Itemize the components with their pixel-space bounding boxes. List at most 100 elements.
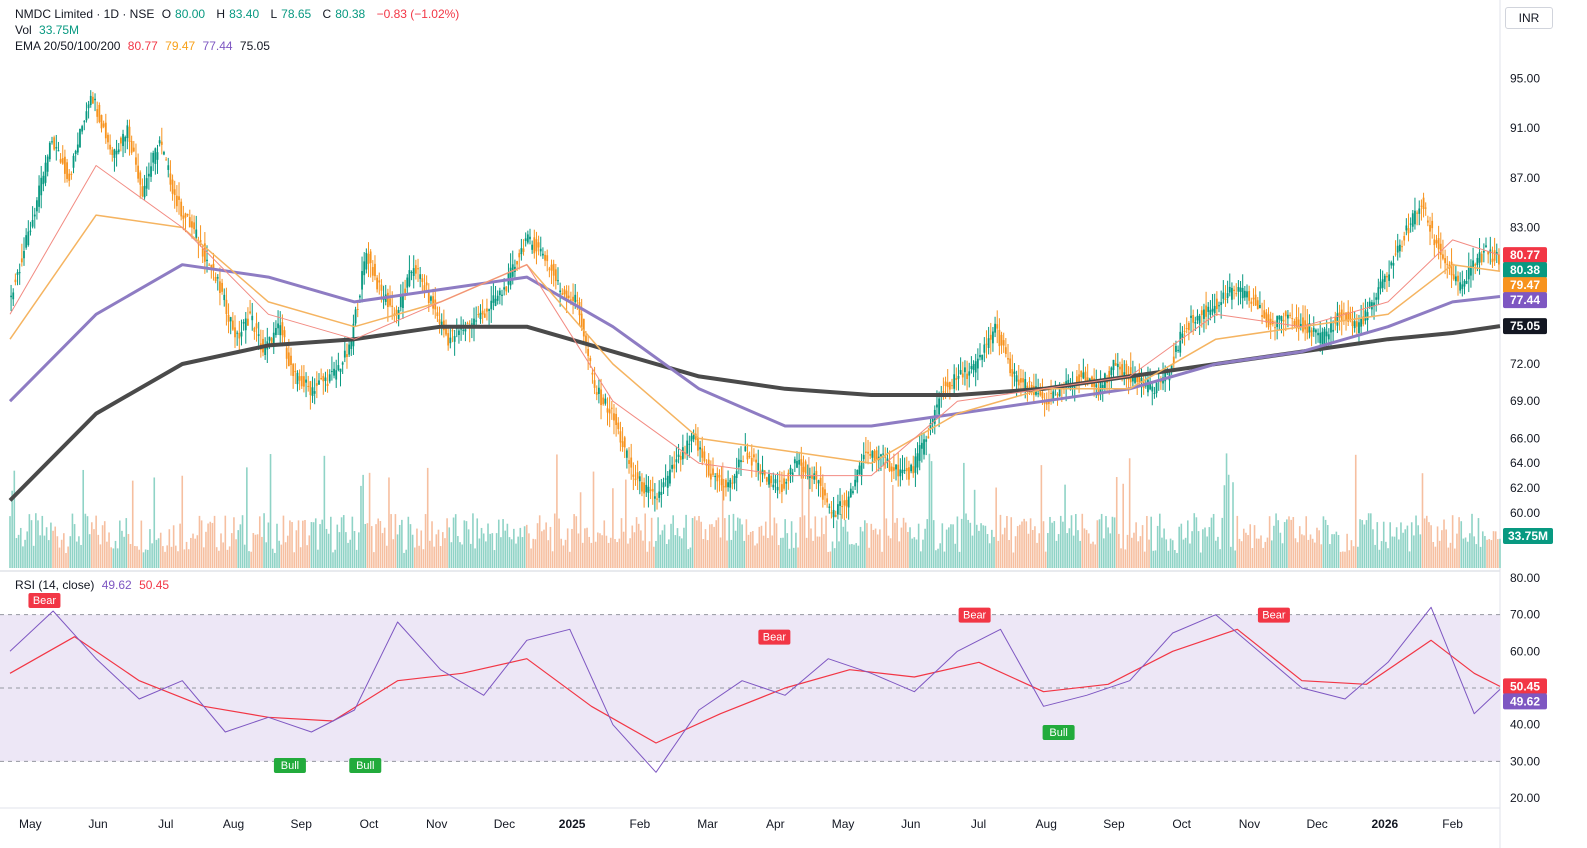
candle-body (23, 251, 25, 259)
candle-body (339, 368, 342, 372)
volume-bar (82, 469, 85, 568)
symbol-label[interactable]: NMDC Limited · 1D · NSE (15, 7, 155, 21)
price-tag (1503, 318, 1547, 335)
ema-legend[interactable]: EMA 20/50/100/200 80.77 79.47 77.44 75.0… (15, 38, 274, 54)
candle-body (641, 482, 643, 492)
volume-bar (237, 530, 240, 568)
candle-body (1375, 297, 1378, 300)
candle-body (1222, 292, 1225, 299)
time-axis-tick: Dec (494, 817, 515, 831)
volume-bar (321, 519, 324, 568)
candle-body (944, 381, 947, 387)
signal-badge (1042, 725, 1075, 740)
volume-bar (1027, 533, 1030, 568)
volume-bar (945, 529, 948, 568)
volume-bar (482, 533, 485, 568)
volume-bar (698, 515, 700, 568)
volume-bar (691, 518, 694, 568)
volume-bar (848, 544, 851, 568)
volume-bar (416, 528, 418, 568)
volume-bar (1135, 522, 1137, 568)
volume-bar (653, 546, 655, 568)
candle-body (1013, 371, 1016, 374)
candle-body (856, 469, 859, 483)
candle-body (419, 274, 422, 279)
volume-bar (758, 526, 761, 568)
candle-body (951, 385, 953, 387)
candle-body (817, 480, 820, 484)
volume-bar (655, 540, 657, 568)
volume-bar (1279, 532, 1282, 568)
volume-bar (1169, 538, 1172, 568)
candle-body (871, 451, 874, 458)
volume-bar (1339, 551, 1342, 568)
volume-bar (1131, 537, 1133, 568)
volume-bar (823, 534, 825, 568)
volume-bar (805, 537, 808, 568)
candle-body (834, 515, 837, 517)
volume-bar (579, 492, 582, 568)
volume-bar (1382, 521, 1385, 568)
candle-body (1480, 253, 1483, 263)
candle-body (191, 221, 193, 228)
price-tag-label: 79.47 (1510, 278, 1540, 292)
price-tag-label: 75.05 (1510, 319, 1540, 333)
volume-bar (670, 523, 672, 568)
volume-bar (986, 534, 989, 568)
volume-bar (252, 533, 255, 568)
candle-body (154, 148, 157, 164)
candle-body (247, 318, 249, 326)
candle-body (272, 332, 275, 347)
volume-bar (900, 527, 903, 568)
candle-body (961, 373, 964, 378)
volume-bar (1197, 531, 1200, 568)
candle-body (770, 475, 773, 484)
candle-body (475, 320, 478, 322)
candle-body (1237, 286, 1240, 292)
volume-bar (1477, 518, 1480, 568)
candle-body (1164, 372, 1167, 382)
candle-body (1459, 282, 1462, 291)
candle-body (1291, 318, 1294, 320)
candle-body (802, 466, 805, 473)
currency-button[interactable]: INR (1505, 7, 1553, 29)
candle-body (1254, 294, 1257, 306)
volume-bar (861, 531, 864, 568)
candle-body (1172, 356, 1175, 364)
volume-bar (1460, 521, 1463, 568)
time-axis-tick: Oct (1172, 817, 1191, 831)
volume-bar (1152, 550, 1155, 568)
volume-bar (1324, 519, 1327, 568)
volume-bar (207, 523, 209, 568)
volume-legend[interactable]: Vol 33.75M (15, 22, 83, 38)
candle-body (1041, 392, 1044, 399)
ema100-value: 77.44 (202, 39, 233, 53)
candle-body (699, 447, 701, 450)
volume-bar (487, 523, 489, 568)
candle-body (48, 142, 51, 160)
volume-bar (1079, 540, 1081, 568)
rsi-legend[interactable]: RSI (14, close) 49.62 50.45 (15, 577, 173, 593)
candle-body (283, 330, 286, 338)
candle-body (1147, 379, 1149, 393)
volume-bar (73, 524, 76, 568)
volume-bar (577, 533, 580, 568)
candle-body (886, 458, 889, 462)
volume-bar (640, 530, 642, 568)
candle-body (1235, 293, 1238, 295)
volume-bar (377, 518, 379, 568)
candle-body (1409, 223, 1412, 225)
volume-bar (174, 545, 177, 568)
volume-bar (441, 532, 444, 568)
volume-bar (887, 535, 890, 568)
candle-body (214, 276, 217, 282)
volume-bar (1296, 542, 1299, 568)
candle-body (905, 467, 908, 472)
volume-bar (926, 519, 929, 568)
volume-bar (1365, 520, 1368, 568)
volume-bar (1001, 534, 1004, 568)
volume-bar (1072, 535, 1075, 568)
volume-bar (1085, 529, 1088, 568)
volume-bar (209, 521, 212, 568)
